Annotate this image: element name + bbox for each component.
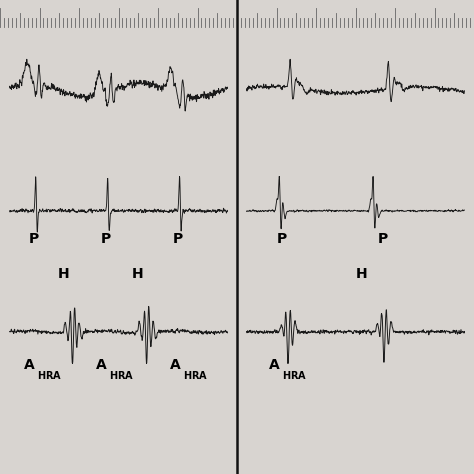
Text: P: P <box>173 232 183 246</box>
Text: H: H <box>132 267 143 282</box>
Text: H: H <box>356 267 367 282</box>
Text: H: H <box>57 267 69 282</box>
Text: P: P <box>277 232 287 246</box>
Text: $\mathbf{A}$: $\mathbf{A}$ <box>268 358 281 372</box>
Text: $\mathbf{A}$: $\mathbf{A}$ <box>23 358 35 372</box>
Text: $\mathbf{HRA}$: $\mathbf{HRA}$ <box>283 369 308 381</box>
Text: $\mathbf{A}$: $\mathbf{A}$ <box>94 358 107 372</box>
Text: $\mathbf{A}$: $\mathbf{A}$ <box>169 358 182 372</box>
Text: $\mathbf{HRA}$: $\mathbf{HRA}$ <box>183 369 208 381</box>
Text: P: P <box>377 232 388 246</box>
Text: P: P <box>101 232 111 246</box>
Text: $\mathbf{HRA}$: $\mathbf{HRA}$ <box>109 369 134 381</box>
Text: P: P <box>29 232 39 246</box>
Text: $\mathbf{HRA}$: $\mathbf{HRA}$ <box>36 369 62 381</box>
